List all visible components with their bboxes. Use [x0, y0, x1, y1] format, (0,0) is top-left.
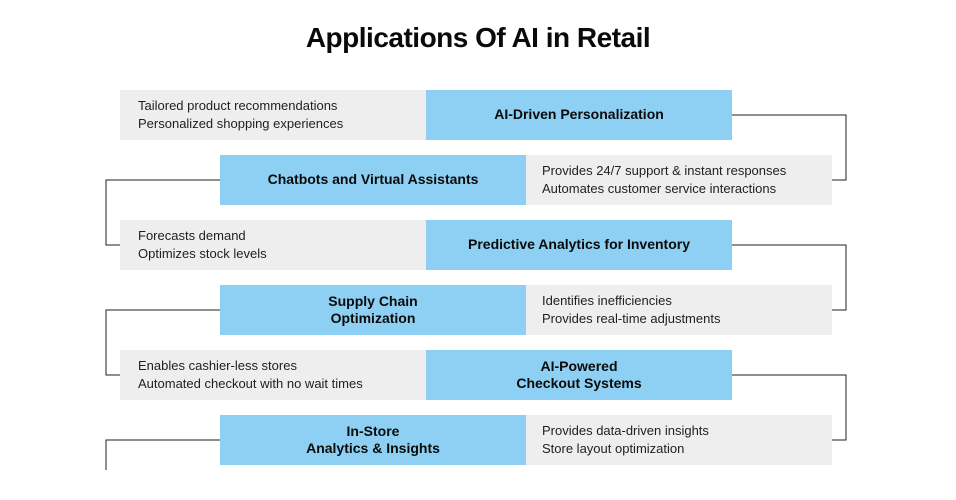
row-5-desc-line2: Automated checkout with no wait times [138, 375, 363, 393]
row-4-heading: Supply Chain Optimization [220, 285, 526, 335]
row-3-desc-line2: Optimizes stock levels [138, 245, 267, 263]
row-6-desc-line2: Store layout optimization [542, 440, 684, 458]
row-1-desc: Tailored product recommendations Persona… [120, 90, 426, 140]
row-3-desc-line1: Forecasts demand [138, 227, 246, 245]
diagram-stage: Applications Of AI in Retail Tailored pr… [0, 0, 956, 500]
row-2-heading-line1: Chatbots and Virtual Assistants [268, 171, 479, 189]
row-6-desc-line1: Provides data-driven insights [542, 422, 709, 440]
row-4-desc-line2: Provides real-time adjustments [542, 310, 720, 328]
row-5-heading-line1: AI-Powered [540, 358, 617, 376]
row-4-desc: Identifies inefficiencies Provides real-… [526, 285, 832, 335]
row-4-heading-line1: Supply Chain [328, 293, 417, 311]
row-6-heading-line1: In-Store [347, 423, 400, 441]
row-6-desc: Provides data-driven insights Store layo… [526, 415, 832, 465]
row-5-desc-line1: Enables cashier-less stores [138, 357, 297, 375]
row-2-heading: Chatbots and Virtual Assistants [220, 155, 526, 205]
row-2-desc: Provides 24/7 support & instant response… [526, 155, 832, 205]
row-2-desc-line1: Provides 24/7 support & instant response… [542, 162, 786, 180]
diagram-title: Applications Of AI in Retail [0, 22, 956, 54]
row-4-heading-line2: Optimization [331, 310, 416, 328]
row-1-desc-line2: Personalized shopping experiences [138, 115, 343, 133]
row-5-heading: AI-Powered Checkout Systems [426, 350, 732, 400]
row-4-desc-line1: Identifies inefficiencies [542, 292, 672, 310]
row-5-heading-line2: Checkout Systems [516, 375, 641, 393]
row-1-heading: AI-Driven Personalization [426, 90, 732, 140]
row-6-heading-line2: Analytics & Insights [306, 440, 440, 458]
row-1-heading-line1: AI-Driven Personalization [494, 106, 664, 124]
row-5-desc: Enables cashier-less stores Automated ch… [120, 350, 426, 400]
row-1-desc-line1: Tailored product recommendations [138, 97, 337, 115]
row-2-desc-line2: Automates customer service interactions [542, 180, 776, 198]
row-3-heading-line1: Predictive Analytics for Inventory [468, 236, 690, 254]
row-3-desc: Forecasts demand Optimizes stock levels [120, 220, 426, 270]
row-6-heading: In-Store Analytics & Insights [220, 415, 526, 465]
row-3-heading: Predictive Analytics for Inventory [426, 220, 732, 270]
